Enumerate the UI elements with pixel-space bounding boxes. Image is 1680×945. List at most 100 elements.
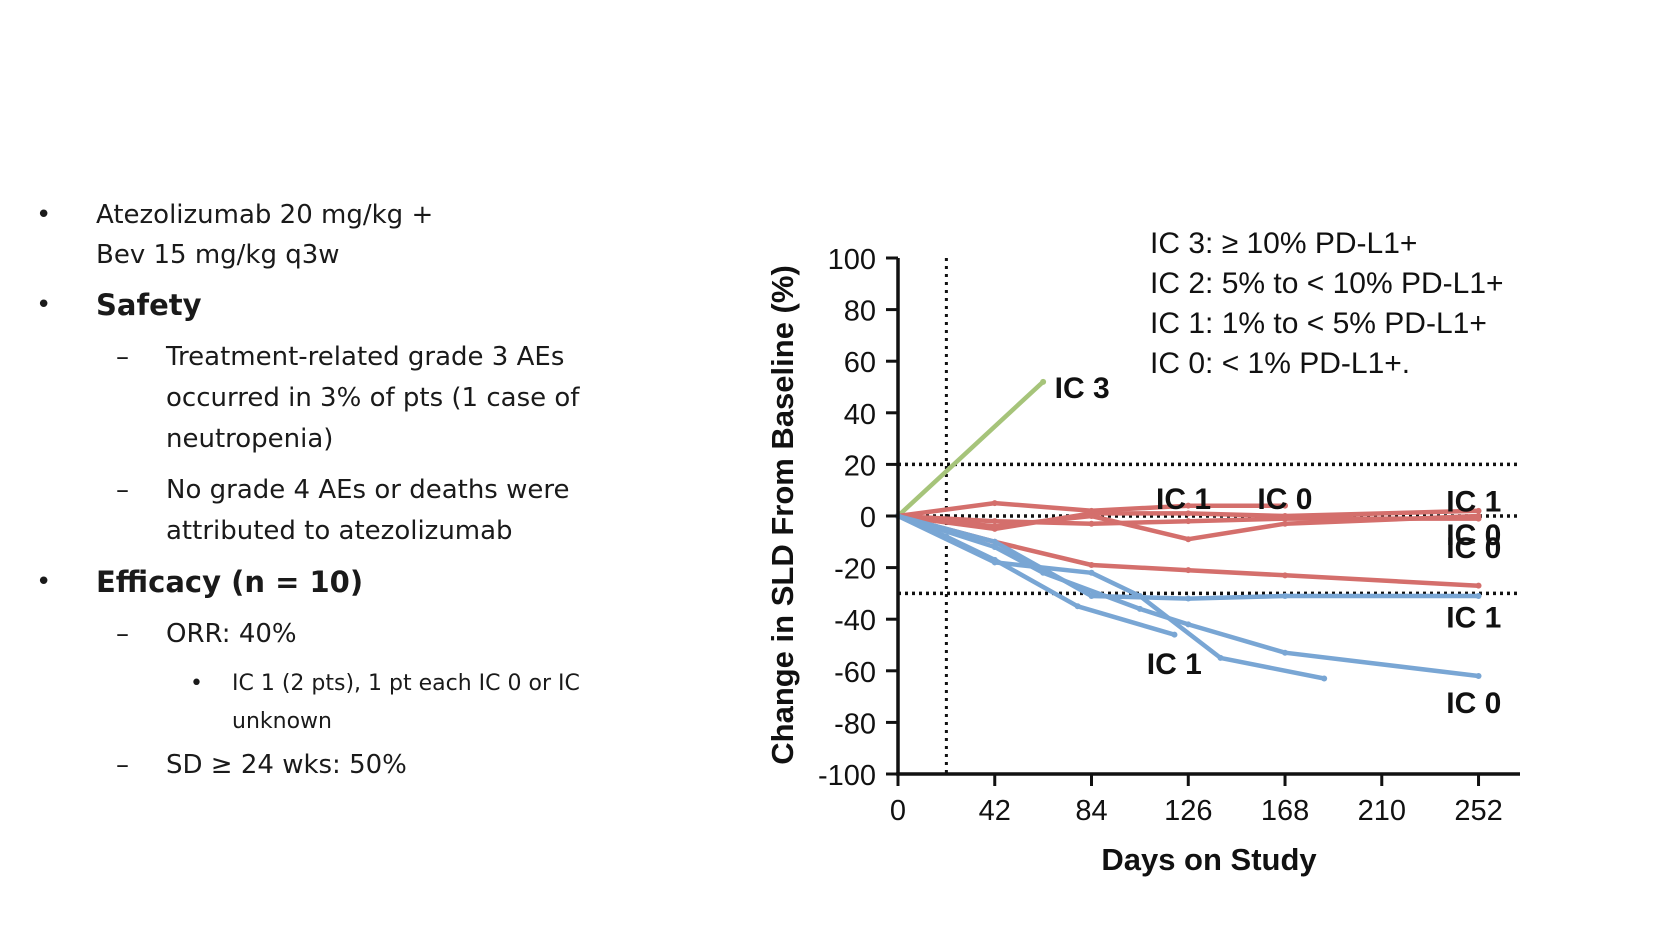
y-tick-label: -40 bbox=[834, 605, 876, 637]
data-point bbox=[991, 518, 998, 525]
data-point bbox=[1185, 510, 1192, 517]
x-tick-label: 168 bbox=[1261, 795, 1309, 827]
y-tick-label: 0 bbox=[860, 502, 876, 534]
x-tick-label: 84 bbox=[1075, 795, 1107, 827]
series-line-green bbox=[895, 379, 1046, 519]
legend-text: IC 1: 1% to < 5% PD-L1+ bbox=[1150, 307, 1487, 340]
series-annotation: IC 1 bbox=[1156, 483, 1211, 516]
bullet-dot: • bbox=[36, 567, 52, 597]
data-point bbox=[1282, 515, 1289, 522]
dash-marker: – bbox=[116, 750, 129, 780]
dash-marker: – bbox=[116, 475, 129, 505]
data-point bbox=[1088, 520, 1095, 527]
x-tick-label: 210 bbox=[1358, 795, 1406, 827]
legend-text: IC 0: < 1% PD-L1+. bbox=[1150, 347, 1410, 380]
efficacy-item: – SD ≥ 24 wks: 50% bbox=[30, 745, 670, 786]
orr-detail-text: IC 1 (2 pts), 1 pt each IC 0 or IC unkno… bbox=[232, 671, 580, 734]
data-point bbox=[1321, 675, 1328, 682]
x-tick-label: 126 bbox=[1164, 795, 1212, 827]
dash-marker: – bbox=[116, 342, 129, 372]
safety-item: – No grade 4 AEs or deaths were attribut… bbox=[30, 470, 670, 552]
bullet-dot: • bbox=[36, 290, 52, 320]
safety-heading: Safety bbox=[96, 288, 202, 322]
efficacy-subitem: • IC 1 (2 pts), 1 pt each IC 0 or IC unk… bbox=[30, 665, 670, 741]
series-line-red bbox=[895, 513, 1481, 526]
series-line-blue bbox=[895, 513, 1327, 681]
data-point bbox=[1475, 592, 1482, 599]
y-axis-label: Change in SLD From Baseline (%) bbox=[765, 265, 800, 765]
data-point bbox=[1475, 515, 1482, 522]
y-tick-label: -60 bbox=[834, 657, 876, 689]
legend-text: IC 2: 5% to < 10% PD-L1+ bbox=[1150, 267, 1504, 300]
efficacy-heading: Efficacy (n = 10) bbox=[96, 565, 364, 599]
y-tick-label: 40 bbox=[844, 399, 876, 431]
data-point bbox=[1171, 631, 1178, 638]
y-tick-label: -20 bbox=[834, 554, 876, 586]
data-point bbox=[1074, 603, 1081, 610]
series-annotation: IC 1 bbox=[1446, 602, 1501, 635]
data-point bbox=[1217, 654, 1224, 661]
bullet-dot: • bbox=[190, 671, 203, 696]
data-point bbox=[1185, 502, 1192, 509]
data-point bbox=[991, 538, 998, 545]
data-point bbox=[1136, 605, 1143, 612]
x-tick-label: 0 bbox=[890, 795, 906, 827]
y-tick-label: 80 bbox=[844, 296, 876, 328]
orr-text: ORR: 40% bbox=[166, 619, 297, 649]
data-point bbox=[1136, 592, 1143, 599]
data-point bbox=[1282, 502, 1289, 509]
data-point bbox=[1282, 572, 1289, 579]
data-point bbox=[1282, 592, 1289, 599]
data-point bbox=[1185, 518, 1192, 525]
series-annotation: IC 0 bbox=[1446, 532, 1501, 565]
data-point bbox=[1088, 562, 1095, 569]
bullet-dosing: • Atezolizumab 20 mg/kg + Bev 15 mg/kg q… bbox=[30, 195, 670, 275]
data-point bbox=[991, 543, 998, 550]
data-point bbox=[991, 523, 998, 530]
safety-item: – Treatment-related grade 3 AEs occurred… bbox=[30, 337, 670, 460]
data-point bbox=[991, 559, 998, 566]
y-tick-label: -100 bbox=[818, 760, 876, 792]
data-point bbox=[1282, 649, 1289, 656]
series-annotation: IC 0 bbox=[1446, 519, 1501, 552]
data-point bbox=[1185, 621, 1192, 628]
data-point bbox=[1088, 569, 1095, 576]
dash-marker: – bbox=[116, 619, 129, 649]
series-annotation: IC 3 bbox=[1055, 372, 1110, 405]
data-point bbox=[1185, 567, 1192, 574]
data-point bbox=[991, 500, 998, 507]
efficacy-item: – ORR: 40% bbox=[30, 614, 670, 655]
data-point bbox=[1475, 672, 1482, 679]
safety-item-text: No grade 4 AEs or deaths were attributed… bbox=[166, 475, 570, 546]
x-tick-label: 252 bbox=[1454, 795, 1502, 827]
x-axis-label: Days on Study bbox=[1101, 842, 1317, 877]
series-line-red bbox=[895, 513, 1481, 542]
y-tick-label: 20 bbox=[844, 450, 876, 482]
y-tick-label: 100 bbox=[828, 244, 876, 276]
safety-item-text: Treatment-related grade 3 AEs occurred i… bbox=[166, 342, 580, 454]
bullet-efficacy: • Efficacy (n = 10) bbox=[30, 562, 670, 604]
series-annotation: IC 1 bbox=[1147, 648, 1202, 681]
dosing-text: Atezolizumab 20 mg/kg + Bev 15 mg/kg q3w bbox=[96, 200, 434, 270]
x-tick-label: 42 bbox=[979, 795, 1011, 827]
data-point bbox=[1088, 592, 1095, 599]
data-point bbox=[1185, 595, 1192, 602]
data-point bbox=[1040, 378, 1047, 385]
series-annotation: IC 1 bbox=[1446, 486, 1501, 519]
bullet-list: • Atezolizumab 20 mg/kg + Bev 15 mg/kg q… bbox=[30, 195, 670, 796]
legend-text: IC 3: ≥ 10% PD-L1+ bbox=[1150, 227, 1417, 260]
data-point bbox=[1282, 520, 1289, 527]
data-point bbox=[1088, 513, 1095, 519]
data-point bbox=[1475, 582, 1482, 589]
series-annotation: IC 0 bbox=[1257, 483, 1312, 516]
bullet-safety: • Safety bbox=[30, 285, 670, 327]
y-tick-label: 60 bbox=[844, 347, 876, 379]
data-point bbox=[1040, 569, 1047, 576]
y-tick-label: -80 bbox=[834, 708, 876, 740]
data-point bbox=[1185, 536, 1192, 543]
series-annotation: IC 0 bbox=[1446, 687, 1501, 720]
sd-text: SD ≥ 24 wks: 50% bbox=[166, 750, 407, 780]
bullet-dot: • bbox=[36, 200, 52, 230]
data-point bbox=[1475, 507, 1482, 514]
